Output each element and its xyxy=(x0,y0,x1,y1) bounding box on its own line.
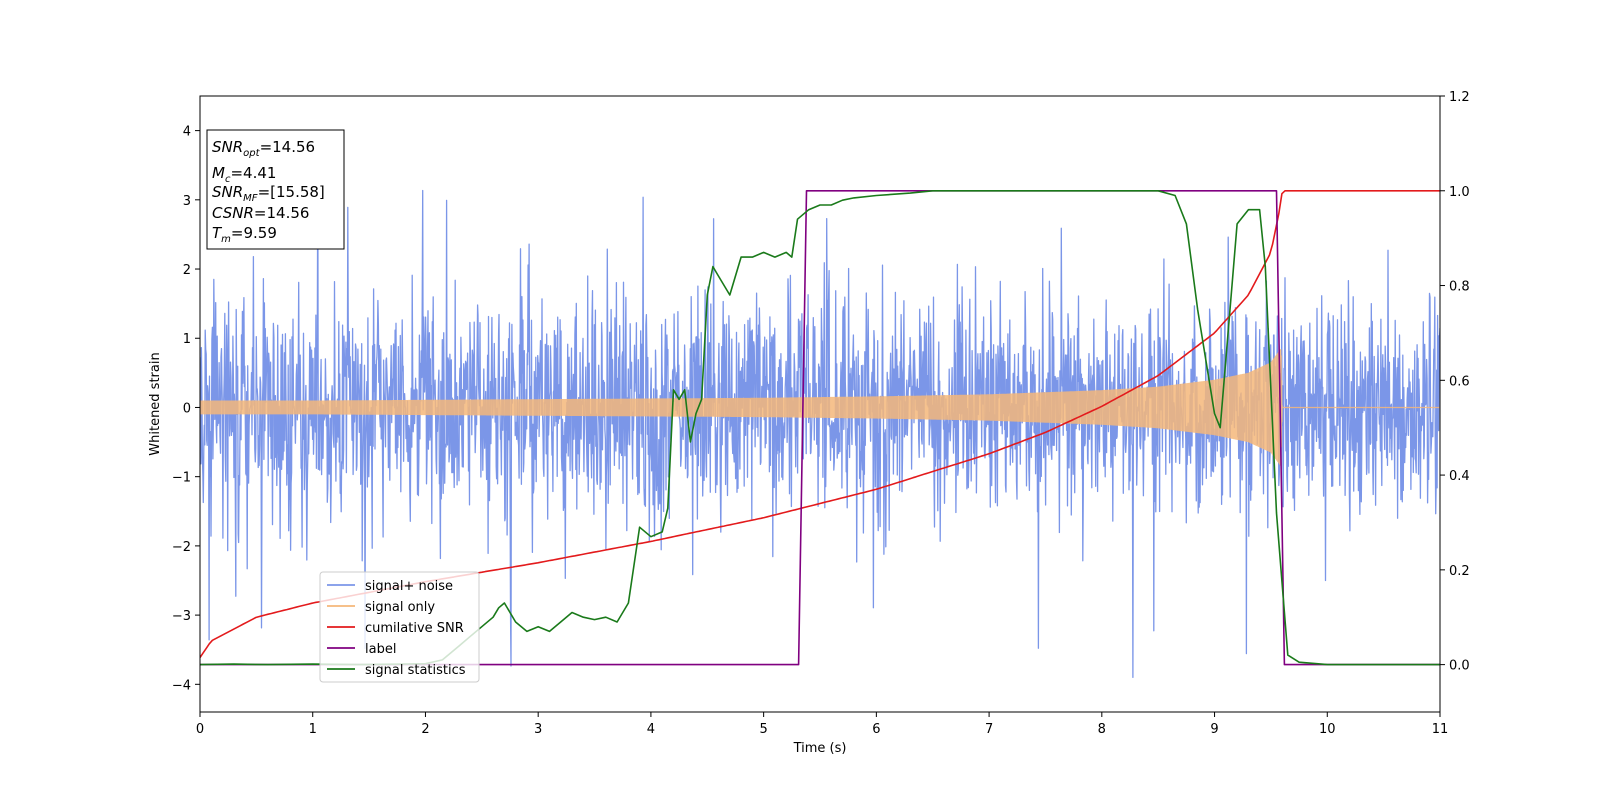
y2-tick-label: 1.0 xyxy=(1449,185,1470,200)
x-axis-label: Time (s) xyxy=(793,741,847,756)
series-signal-statistics-line xyxy=(200,190,1440,666)
legend-label: signal+ noise xyxy=(365,579,453,594)
x-tick-label: 3 xyxy=(534,722,542,737)
y-axis-right: 0.0 0.2 0.4 0.6 0.8 1.0 1.2 xyxy=(1440,90,1470,674)
info-line: SNRMF=[15.58] xyxy=(212,183,325,204)
series-signal-only-line xyxy=(200,349,1440,467)
x-tick-label: 2 xyxy=(421,722,429,737)
legend: signal+ noise signal only cumilative SNR la… xyxy=(319,571,480,683)
x-tick-label: 4 xyxy=(647,722,655,737)
legend-label: label xyxy=(365,642,396,657)
info-line: Tm=9.59 xyxy=(212,224,277,245)
y-tick-label: 0 xyxy=(183,401,191,416)
y-tick-label: −3 xyxy=(172,609,191,624)
plot-frame xyxy=(199,95,1441,713)
x-tick-label: 8 xyxy=(1098,722,1106,737)
y-axis-left: −4 −3 −2 −1 0 1 2 3 4 xyxy=(172,125,200,693)
y2-tick-label: 0.2 xyxy=(1449,564,1470,579)
x-tick-label: 1 xyxy=(309,722,317,737)
x-tick-label: 9 xyxy=(1210,722,1218,737)
y-axis-label: Whitened strain xyxy=(148,352,163,455)
y2-tick-label: 0.0 xyxy=(1449,659,1470,674)
x-axis: 0 1 2 3 4 5 6 7 8 9 10 11 xyxy=(196,712,1448,737)
info-box-frame xyxy=(206,129,345,250)
legend-frame xyxy=(319,571,480,683)
y-tick-label: 3 xyxy=(183,194,191,209)
y-tick-label: 1 xyxy=(183,332,191,347)
info-line: Mc=4.41 xyxy=(212,164,276,185)
y2-tick-label: 0.4 xyxy=(1449,469,1470,484)
info-line: CSNR=14.56 xyxy=(212,204,309,222)
y-tick-label: −4 xyxy=(172,678,191,693)
legend-label: signal statistics xyxy=(365,663,466,678)
info-line: SNRopt=14.56 xyxy=(212,138,315,159)
y-tick-label: 4 xyxy=(183,125,191,140)
x-tick-label: 5 xyxy=(759,722,767,737)
x-tick-label: 10 xyxy=(1319,722,1336,737)
y2-tick-label: 1.2 xyxy=(1449,90,1470,105)
x-tick-label: 0 xyxy=(196,722,204,737)
y-tick-label: 2 xyxy=(183,263,191,278)
y2-tick-label: 0.6 xyxy=(1449,374,1470,389)
y2-tick-label: 0.8 xyxy=(1449,280,1470,295)
x-tick-label: 6 xyxy=(872,722,880,737)
legend-label: signal only xyxy=(365,600,435,615)
x-tick-label: 7 xyxy=(985,722,993,737)
legend-label: cumilative SNR xyxy=(365,621,464,636)
x-tick-label: 11 xyxy=(1432,722,1449,737)
y-tick-label: −1 xyxy=(172,471,191,486)
info-box: SNRopt=14.56 Mc=4.41SNRMF=[15.58]CSNR=14.… xyxy=(206,129,345,250)
y-tick-label: −2 xyxy=(172,540,191,555)
